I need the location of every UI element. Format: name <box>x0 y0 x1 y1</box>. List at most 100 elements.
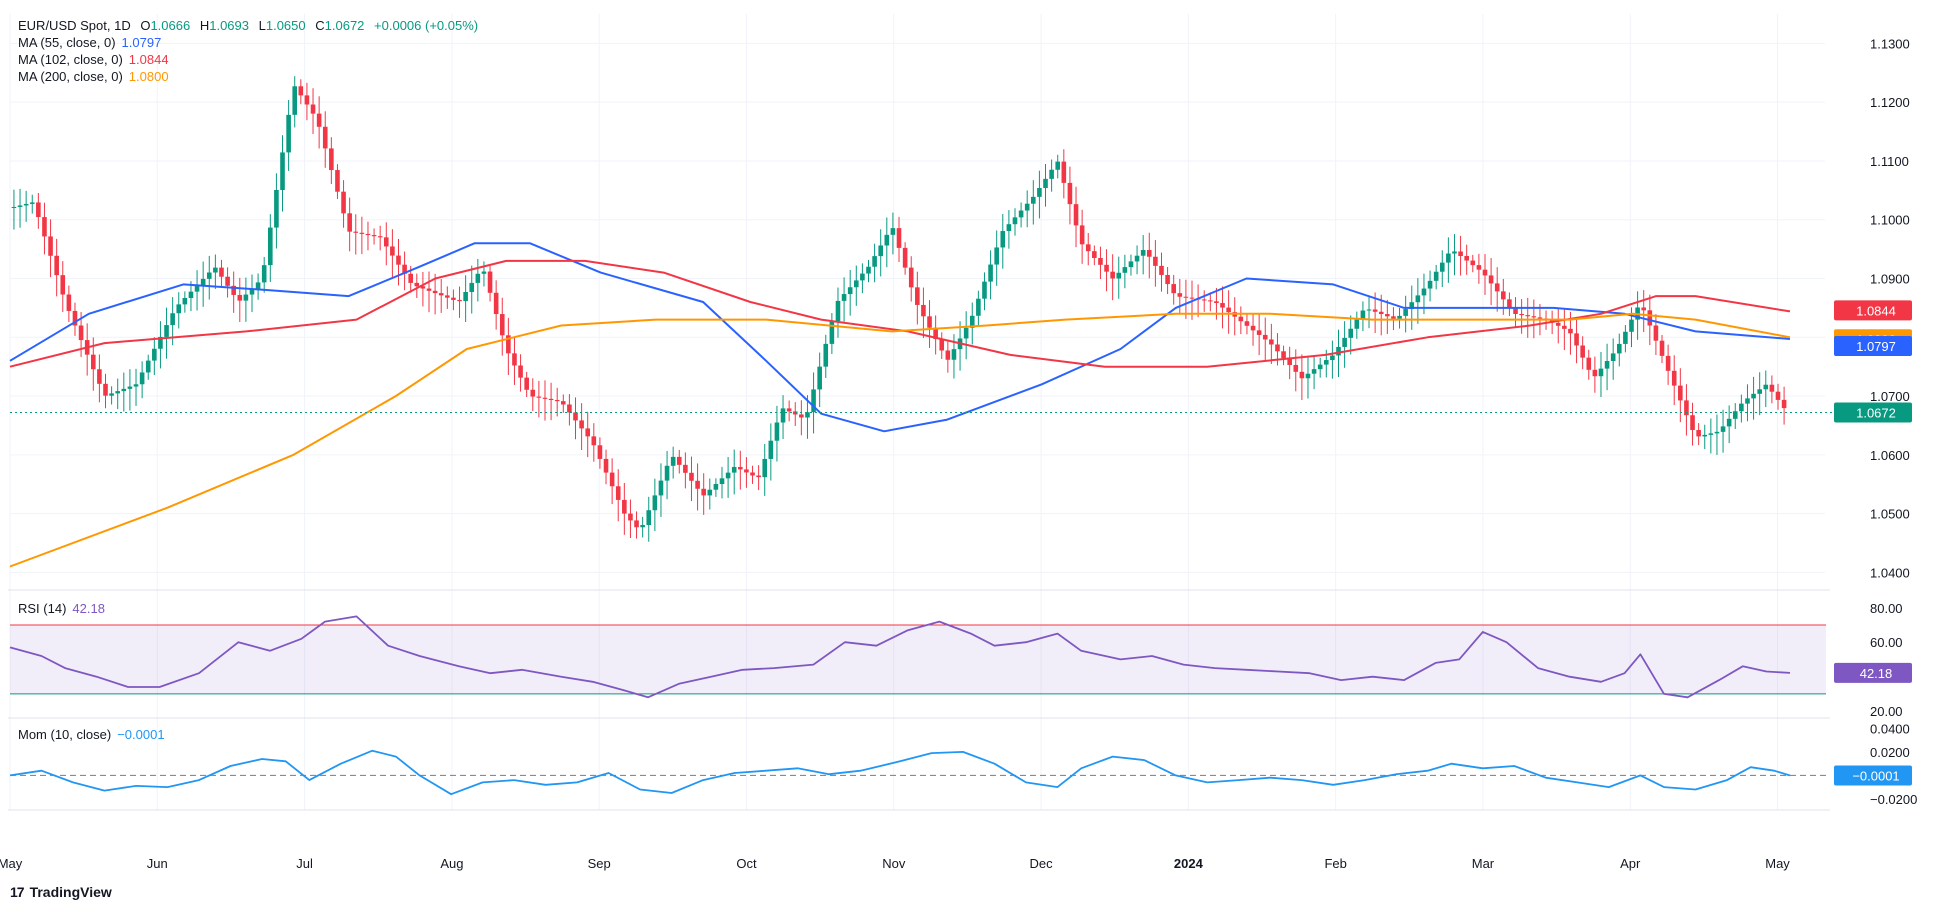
candle-body <box>1415 295 1421 303</box>
candle-body <box>103 383 108 396</box>
ma200-value: 1.0800 <box>128 69 169 84</box>
ma55-axis-tag: 1.0797 <box>1856 339 1896 354</box>
candle-body <box>1671 370 1677 386</box>
candle-body <box>426 288 432 291</box>
candle-body <box>255 282 261 289</box>
candle-body <box>1665 355 1671 371</box>
symbol-header: EUR/USD Spot, 1D O1.0666 H1.0693 L1.0650… <box>18 17 484 34</box>
ma55-value: 1.0797 <box>121 35 162 50</box>
candle-body <box>1409 302 1415 310</box>
candle-body <box>902 247 908 268</box>
candle-body <box>1098 257 1103 265</box>
candle-body <box>225 276 230 286</box>
rsi-legend[interactable]: RSI (14) 42.18 <box>18 600 111 617</box>
candle-body <box>1006 224 1012 232</box>
candle-body <box>646 510 652 526</box>
candle-body <box>609 472 615 487</box>
candle-body <box>591 436 597 446</box>
price-tick-label: 1.0400 <box>1870 565 1910 580</box>
ma102-legend[interactable]: MA (102, close, 0) 1.0844 <box>18 51 175 68</box>
x-tick-label: May <box>1765 856 1790 871</box>
candle-body <box>567 404 572 413</box>
price-tick-label: 1.0600 <box>1870 448 1910 463</box>
candle-body <box>878 245 884 257</box>
candle-body <box>799 414 804 418</box>
change-value: +0.0006 (+0.05%) <box>374 18 479 33</box>
candle-body <box>249 288 255 295</box>
candle-body <box>701 488 706 496</box>
candle-body <box>383 237 389 247</box>
candle-body <box>200 278 206 286</box>
candle-body <box>97 369 102 384</box>
candle-body <box>377 236 383 238</box>
candle-body <box>1598 368 1604 377</box>
ma102-axis-tag-bg <box>1834 300 1912 321</box>
candle-body <box>1220 303 1225 308</box>
candle-body <box>438 293 444 296</box>
candle-body <box>469 282 475 293</box>
candle-body <box>29 202 35 204</box>
low-value: 1.0650 <box>265 18 306 33</box>
candle-body <box>1391 316 1396 319</box>
candle-body <box>1745 398 1750 404</box>
ma55-legend[interactable]: MA (55, close, 0) 1.0797 <box>18 34 167 51</box>
candle-body <box>188 291 194 299</box>
candle-body <box>921 304 926 317</box>
candle-body <box>1305 373 1311 379</box>
candle-body <box>90 354 96 370</box>
candle-body <box>1208 300 1213 302</box>
candle-body <box>1037 187 1042 197</box>
candle-body <box>390 246 395 256</box>
candle-body <box>60 275 66 295</box>
mom-tick-label: 0.0400 <box>1870 721 1910 736</box>
candle-body <box>1708 433 1714 435</box>
candle-body <box>756 475 761 478</box>
candle-body <box>72 310 78 326</box>
tradingview-logo[interactable]: 17 TradingView <box>10 884 112 900</box>
candle-body <box>1568 328 1573 334</box>
candle-body <box>1702 434 1708 437</box>
mom-legend[interactable]: Mom (10, close) −0.0001 <box>18 726 171 743</box>
candle-body <box>1366 309 1372 311</box>
candle-body <box>408 273 413 283</box>
candle-body <box>853 280 859 288</box>
rsi-axis-tag-bg <box>1834 662 1912 683</box>
ma200-legend[interactable]: MA (200, close, 0) 1.0800 <box>18 68 175 85</box>
candle-body <box>1647 310 1653 326</box>
candle-body <box>1146 250 1152 257</box>
candle-body <box>237 294 243 301</box>
candle-body <box>994 247 999 265</box>
candle-body <box>42 217 47 237</box>
price-tick-label: 1.1000 <box>1870 213 1910 228</box>
candle-body <box>573 412 578 421</box>
candle-body <box>1354 319 1360 329</box>
ma55-axis-tag-bg <box>1834 336 1912 357</box>
candle-body <box>1586 357 1592 370</box>
candle-body <box>884 234 890 246</box>
candle-body <box>512 353 517 366</box>
rsi-tick-label: 80.00 <box>1870 601 1903 616</box>
rsi-value: 42.18 <box>72 601 105 616</box>
candle-body <box>1403 309 1408 316</box>
candle-body <box>1555 322 1561 326</box>
candle-body <box>1452 251 1457 254</box>
tradingview-logo-text: TradingView <box>29 884 112 900</box>
candle-body <box>1079 225 1085 245</box>
candle-body <box>750 472 755 476</box>
candle-body <box>1439 262 1445 272</box>
candle-body <box>335 170 340 192</box>
candle-body <box>1580 345 1585 358</box>
rsi-label: RSI (14) <box>18 601 67 616</box>
candle-body <box>1177 293 1183 297</box>
candle-body <box>1085 244 1091 252</box>
candle-body <box>286 114 291 153</box>
candle-body <box>634 520 639 528</box>
candle-body <box>664 465 670 481</box>
rsi-axis-tag: 42.18 <box>1860 666 1893 681</box>
candle-body <box>371 235 377 237</box>
candle-body <box>17 205 23 207</box>
price-tick-label: 1.1200 <box>1870 95 1910 110</box>
candle-body <box>1201 299 1207 301</box>
candle-body <box>518 365 523 378</box>
